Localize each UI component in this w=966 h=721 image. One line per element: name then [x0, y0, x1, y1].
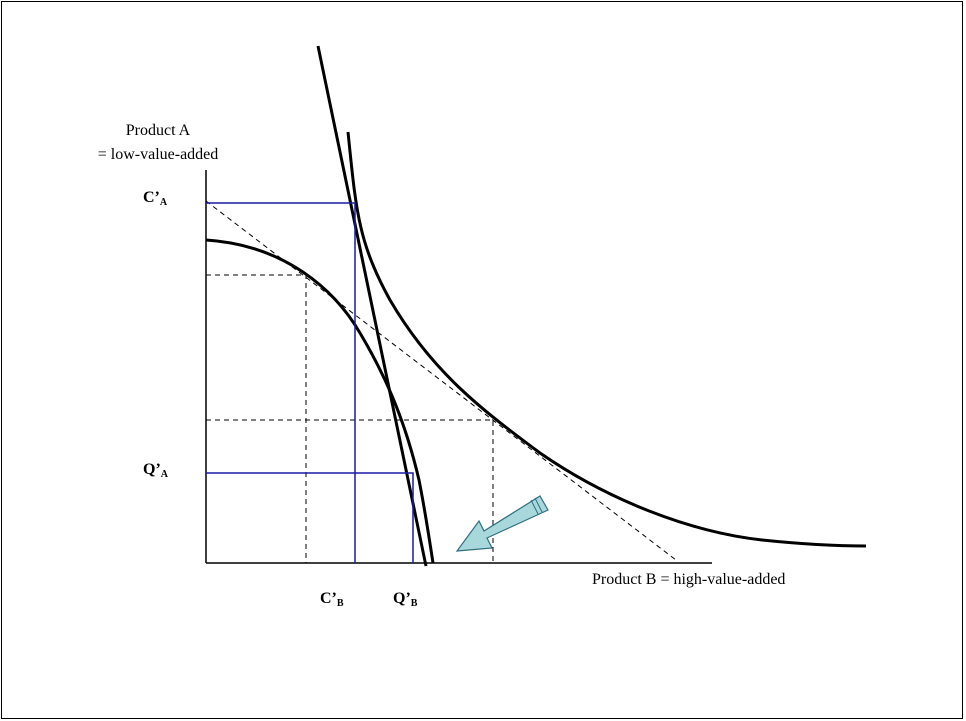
tick-c-a: C’A [143, 189, 168, 208]
y-axis-label-line1: Product A [125, 122, 191, 139]
tick-q-a: Q’A [143, 461, 169, 480]
x-axis-label: Product B = high-value-added [592, 571, 786, 588]
terms-of-trade-line [316, 45, 428, 567]
tick-c-b: C’B [320, 590, 344, 609]
production-possibility-frontier [205, 238, 435, 564]
y-axis-label-line2: = low-value-added [97, 146, 219, 163]
dashed-price-line [205, 200, 677, 561]
consumption-projection [206, 202, 356, 563]
shift-arrow-icon [455, 495, 549, 552]
tick-q-b: Q’B [393, 590, 418, 609]
dashed-consumption-guide [206, 419, 494, 563]
dashed-production-guide [206, 274, 307, 563]
production-projection [206, 472, 414, 563]
indifference-curve [346, 131, 867, 548]
